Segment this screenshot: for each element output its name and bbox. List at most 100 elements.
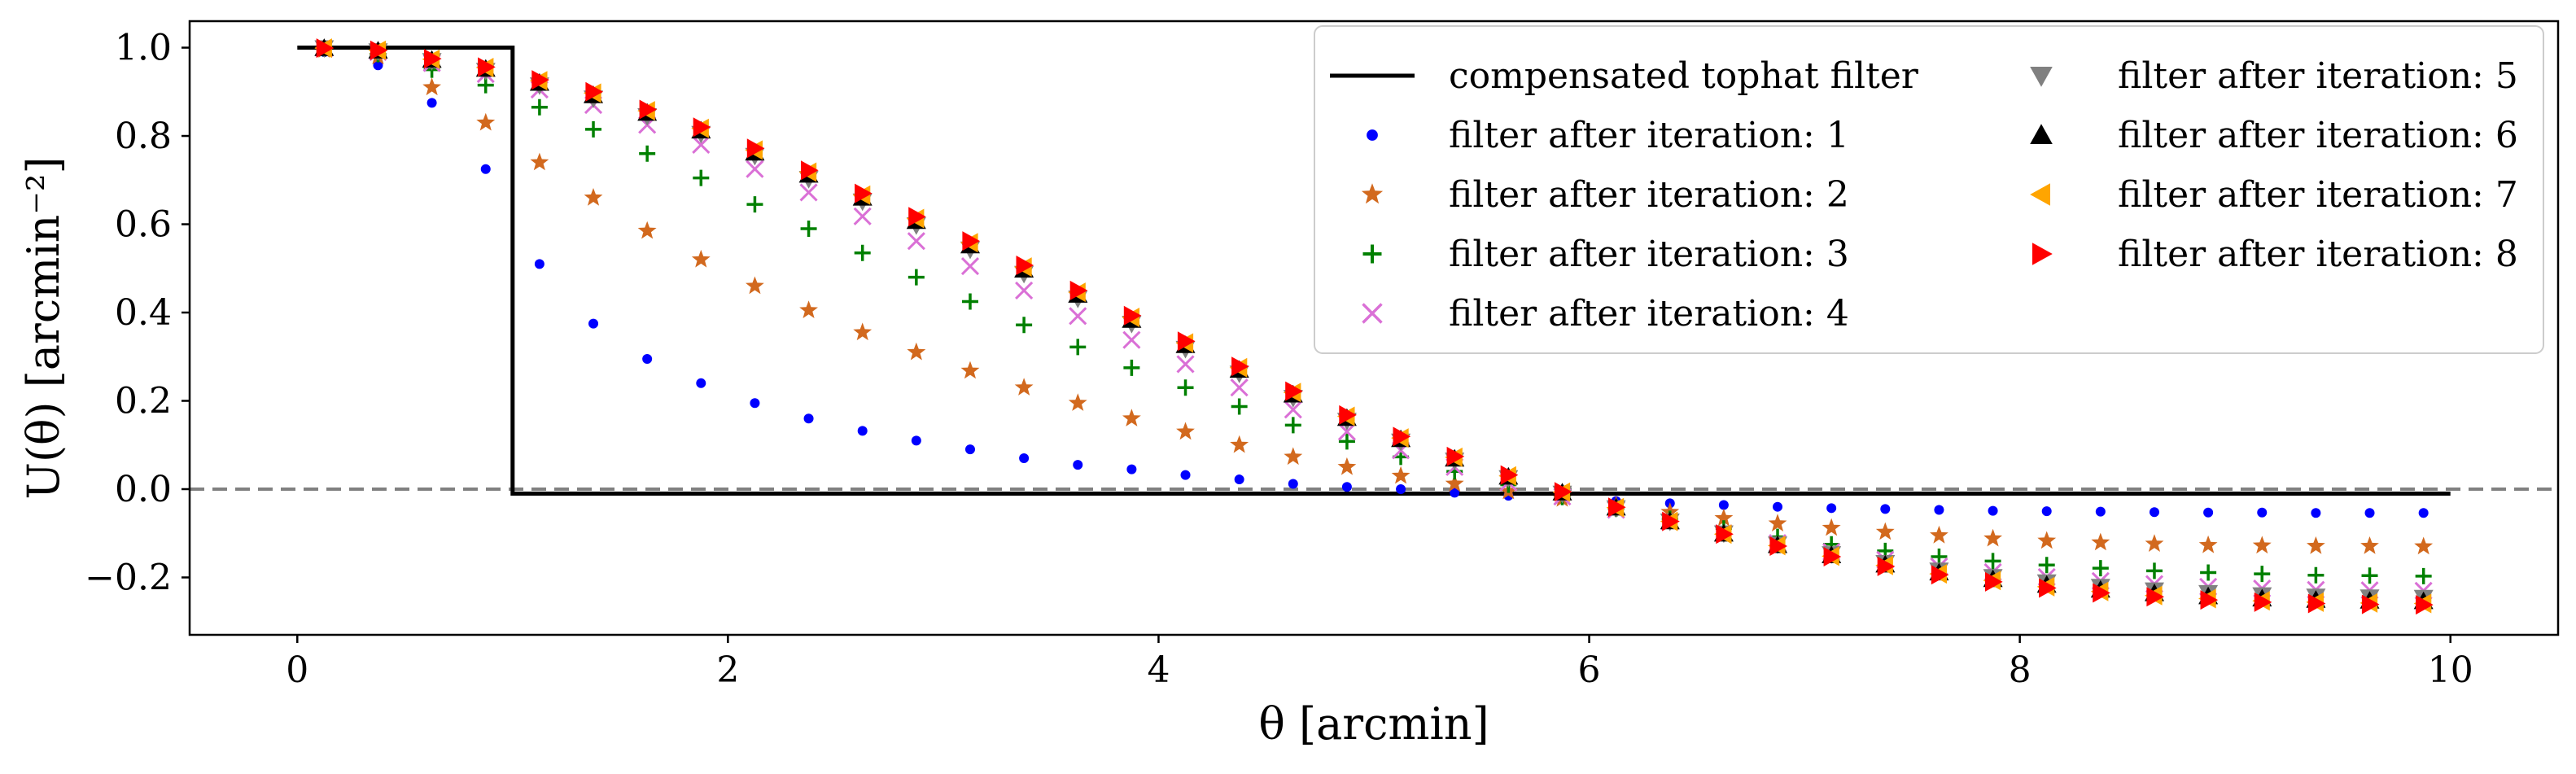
series-2-point: [1176, 422, 1195, 440]
series-8-point: [2039, 578, 2057, 598]
series-1-point: [1880, 504, 1891, 514]
series-8-point: [370, 40, 388, 60]
series-1-point: [1180, 470, 1191, 480]
series-3-point: [1231, 398, 1248, 415]
series-8-point: [1608, 497, 1626, 518]
series-1-point: [2041, 506, 2052, 517]
series-8-point: [693, 117, 711, 138]
x-tick-label: 2: [716, 649, 739, 691]
series-3-point: [1069, 339, 1087, 356]
series-8-point: [2254, 592, 2272, 612]
series-4-point: [960, 256, 980, 276]
legend-marker-swatch: [2030, 183, 2050, 206]
series-2-point: [2307, 536, 2325, 554]
legend-item: filter after iteration: 4: [1362, 293, 1849, 335]
series-1-point: [588, 318, 599, 329]
legend-label: filter after iteration: 3: [1449, 234, 1849, 275]
series-1-point: [1826, 503, 1837, 514]
legend-item: compensated tophat filter: [1330, 55, 1919, 97]
y-tick-label: −0.2: [85, 557, 172, 598]
series-1-point: [2203, 507, 2214, 518]
series-1-point: [1126, 464, 1137, 474]
series-1-point: [426, 98, 437, 108]
series-8-point: [2307, 593, 2326, 614]
series-8-point: [1500, 465, 1519, 485]
series-8-point: [1231, 356, 1249, 377]
series-3-point: [531, 98, 548, 116]
series-1-point: [1934, 505, 1944, 515]
series-3-point: [585, 120, 602, 138]
legend-label: filter after iteration: 4: [1449, 293, 1849, 335]
series-3-point: [2361, 567, 2378, 584]
y-tick-label: 0.8: [115, 116, 172, 157]
series-1-point: [964, 444, 975, 455]
series-2-point: [2037, 531, 2057, 549]
series-4-point: [746, 160, 764, 178]
series-1-point: [2311, 508, 2321, 518]
series-8-point: [1016, 256, 1034, 275]
series-8-point: [1446, 446, 1465, 466]
series-2-point: [1930, 525, 1948, 544]
legend-item: filter after iteration: 6: [2030, 115, 2518, 156]
series-3-point: [2200, 564, 2217, 581]
series-2-point: [530, 152, 549, 171]
series-3-point: [2145, 562, 2163, 579]
y-tick-label: 1.0: [115, 28, 172, 69]
legend-item: filter after iteration: 1: [1367, 115, 1849, 156]
series-8-point: [2146, 587, 2164, 607]
series-2-point: [1822, 518, 1841, 536]
series-3-point: [2092, 560, 2109, 577]
legend-marker-swatch: [2030, 67, 2053, 87]
x-tick-label: 10: [2428, 649, 2473, 691]
series-3-point: [800, 220, 817, 237]
series-4-point: [1284, 400, 1302, 419]
legend-marker-swatch: [1367, 129, 1378, 141]
tophat-filter-line: [297, 46, 2451, 496]
series-3-point: [2307, 566, 2325, 584]
series-1-point: [1073, 460, 1083, 470]
series-8-point: [424, 49, 442, 69]
series-2-point: [746, 276, 764, 295]
series-2-point: [799, 300, 818, 318]
legend-item: filter after iteration: 2: [1361, 174, 1849, 216]
series-2-point: [637, 221, 657, 239]
legend-item: filter after iteration: 8: [2032, 234, 2518, 275]
series-1-point: [1396, 483, 1406, 494]
series-3-point: [2254, 566, 2271, 583]
series-2-point: [1337, 457, 1357, 475]
series-4-point: [1122, 330, 1141, 349]
series-3-point: [693, 169, 710, 186]
series-8-point: [639, 99, 658, 120]
series-1-point: [2257, 507, 2268, 518]
x-axis-label: θ [arcmin]: [1258, 698, 1489, 750]
series-1-point: [2149, 507, 2159, 518]
series-2-point: [1284, 447, 1303, 466]
series-1-point: [480, 164, 491, 174]
series-2-point: [2252, 536, 2272, 554]
series-1-point: [373, 60, 383, 71]
series-8-point: [1769, 536, 1787, 556]
series-3-point: [1284, 417, 1301, 434]
legend-marker-swatch: [1362, 303, 1383, 324]
axis-ticks-group: 0 2 4 6 8 10 −0.2 0.0 0.2 0.4 0.6 0.8 1.0: [85, 28, 2473, 691]
series-8: [316, 38, 2434, 615]
legend-label: filter after iteration: 7: [2118, 174, 2518, 216]
series-2-point: [1230, 435, 1249, 453]
series-1-point: [2364, 508, 2375, 518]
series-8-point: [1716, 524, 1734, 544]
series-3-point: [1016, 317, 1033, 334]
series-8-point: [1823, 547, 1842, 566]
series-1-point: [750, 398, 760, 409]
legend-box: [1314, 25, 2544, 354]
series-1-point: [1988, 505, 1998, 516]
series-2-point: [960, 361, 980, 379]
series-3-point: [1931, 548, 1948, 565]
series-2-point: [476, 112, 496, 131]
series-8-point: [531, 70, 549, 90]
series-1-point: [857, 426, 868, 436]
series-4-point: [907, 232, 925, 251]
x-tick-label: 0: [286, 649, 308, 691]
series-8-point: [1985, 571, 2003, 592]
series-2-point: [2198, 535, 2218, 553]
series-1-point: [642, 353, 653, 364]
